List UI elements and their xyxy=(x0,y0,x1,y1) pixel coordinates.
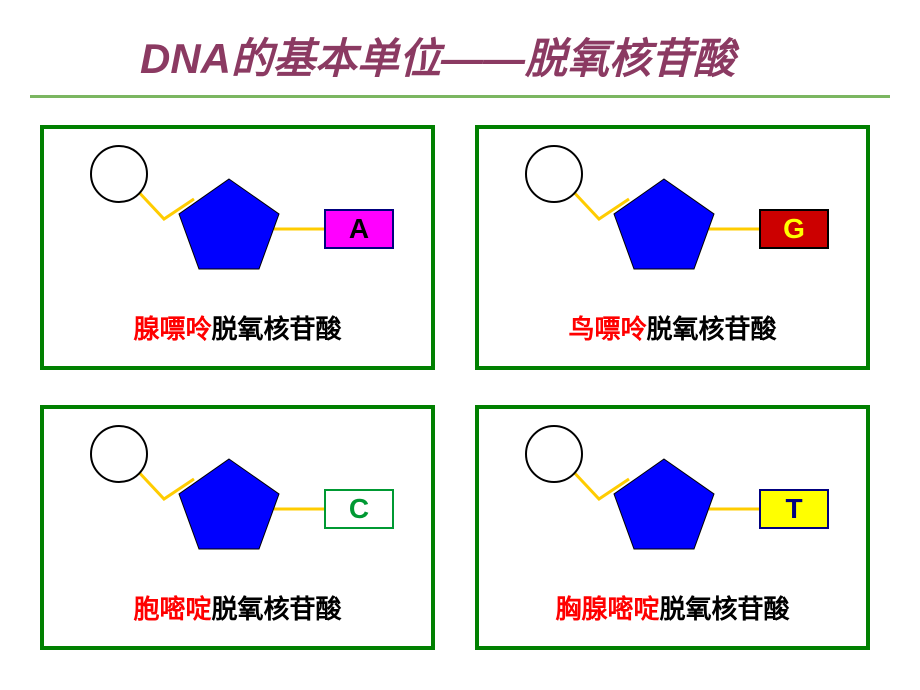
label-black: 脱氧核苷酸 xyxy=(647,314,777,344)
page-title: DNA的基本单位——脱氧核苷酸 xyxy=(140,25,735,86)
base-box: C xyxy=(324,489,394,529)
base-letter: A xyxy=(349,213,369,245)
label-black: 脱氧核苷酸 xyxy=(212,314,342,344)
label-red: 胸腺嘧啶 xyxy=(555,594,659,624)
nucleotide-label: 腺嘌呤脱氧核苷酸 xyxy=(44,309,431,346)
base-letter: T xyxy=(785,493,802,525)
nucleotide-label: 胞嘧啶脱氧核苷酸 xyxy=(44,589,431,626)
label-red: 胞嘧啶 xyxy=(133,594,211,624)
nucleotide-card-A: A 腺嘌呤脱氧核苷酸 xyxy=(40,125,435,370)
base-box: G xyxy=(759,209,829,249)
label-red: 鸟嘌呤 xyxy=(568,314,646,344)
base-letter: C xyxy=(349,493,369,525)
nucleotide-card-T: T 胸腺嘧啶脱氧核苷酸 xyxy=(475,405,870,650)
nucleotide-card-G: G 鸟嘌呤脱氧核苷酸 xyxy=(475,125,870,370)
nucleotide-label: 胸腺嘧啶脱氧核苷酸 xyxy=(479,589,866,626)
base-box: A xyxy=(324,209,394,249)
label-red: 腺嘌呤 xyxy=(133,314,211,344)
base-box: T xyxy=(759,489,829,529)
base-letter: G xyxy=(783,213,805,245)
label-black: 脱氧核苷酸 xyxy=(660,594,790,624)
nucleotide-label: 鸟嘌呤脱氧核苷酸 xyxy=(479,309,866,346)
nucleotide-card-C: C 胞嘧啶脱氧核苷酸 xyxy=(40,405,435,650)
label-black: 脱氧核苷酸 xyxy=(212,594,342,624)
divider xyxy=(30,95,890,98)
nucleotide-grid: A 腺嘌呤脱氧核苷酸 G 鸟嘌呤脱氧核苷酸 C 胞嘧啶脱氧核 xyxy=(40,125,880,650)
